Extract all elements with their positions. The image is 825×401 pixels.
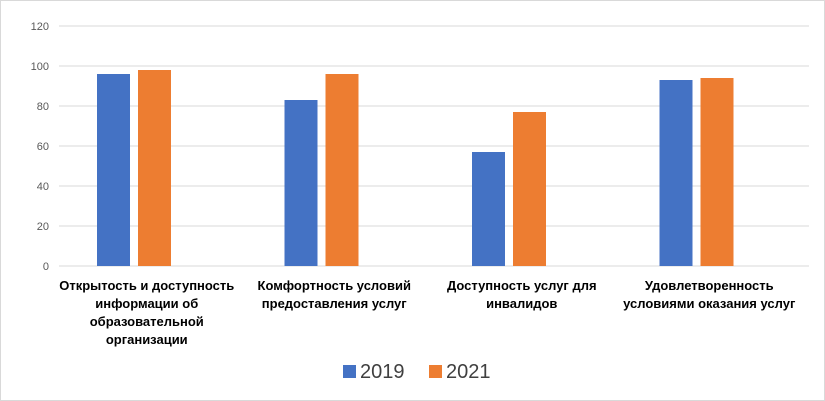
- y-tick-label: 60: [37, 141, 49, 153]
- legend-swatch: [343, 365, 356, 378]
- category-labels: Открытость и доступность информации об обр…: [59, 278, 796, 347]
- y-tick-label: 120: [31, 21, 49, 33]
- category-label: Открытость и доступность информации об обр…: [59, 278, 234, 347]
- y-axis-ticks: 0 20 40 60 80 100 120: [31, 21, 49, 273]
- y-tick-label: 20: [37, 221, 49, 233]
- y-tick-label: 100: [31, 61, 49, 73]
- bar-2019-3: [472, 152, 505, 266]
- y-tick-label: 80: [37, 101, 49, 113]
- bar-2019-1: [97, 74, 130, 266]
- bar-2021-4: [700, 78, 734, 266]
- bar-2021-2: [325, 74, 359, 266]
- bar-2019-2: [284, 100, 318, 266]
- legend: 2019 2021: [343, 361, 491, 383]
- legend-label: 2021: [446, 361, 491, 383]
- bar-2019-4: [659, 80, 693, 266]
- category-label: Удовлетворенность условиями оказания услу…: [623, 278, 796, 311]
- legend-label: 2019: [360, 361, 405, 383]
- gridlines: [59, 25, 809, 267]
- bars: [97, 70, 734, 266]
- category-label: Доступность услуг для инвалидов: [447, 278, 597, 311]
- y-tick-label: 40: [37, 181, 49, 193]
- y-tick-label: 0: [43, 261, 49, 273]
- bar-2021-3: [513, 112, 546, 266]
- category-label: Комфортность условий предоставления услуг: [258, 278, 411, 311]
- legend-swatch: [429, 365, 442, 378]
- bar-2021-1: [138, 70, 171, 266]
